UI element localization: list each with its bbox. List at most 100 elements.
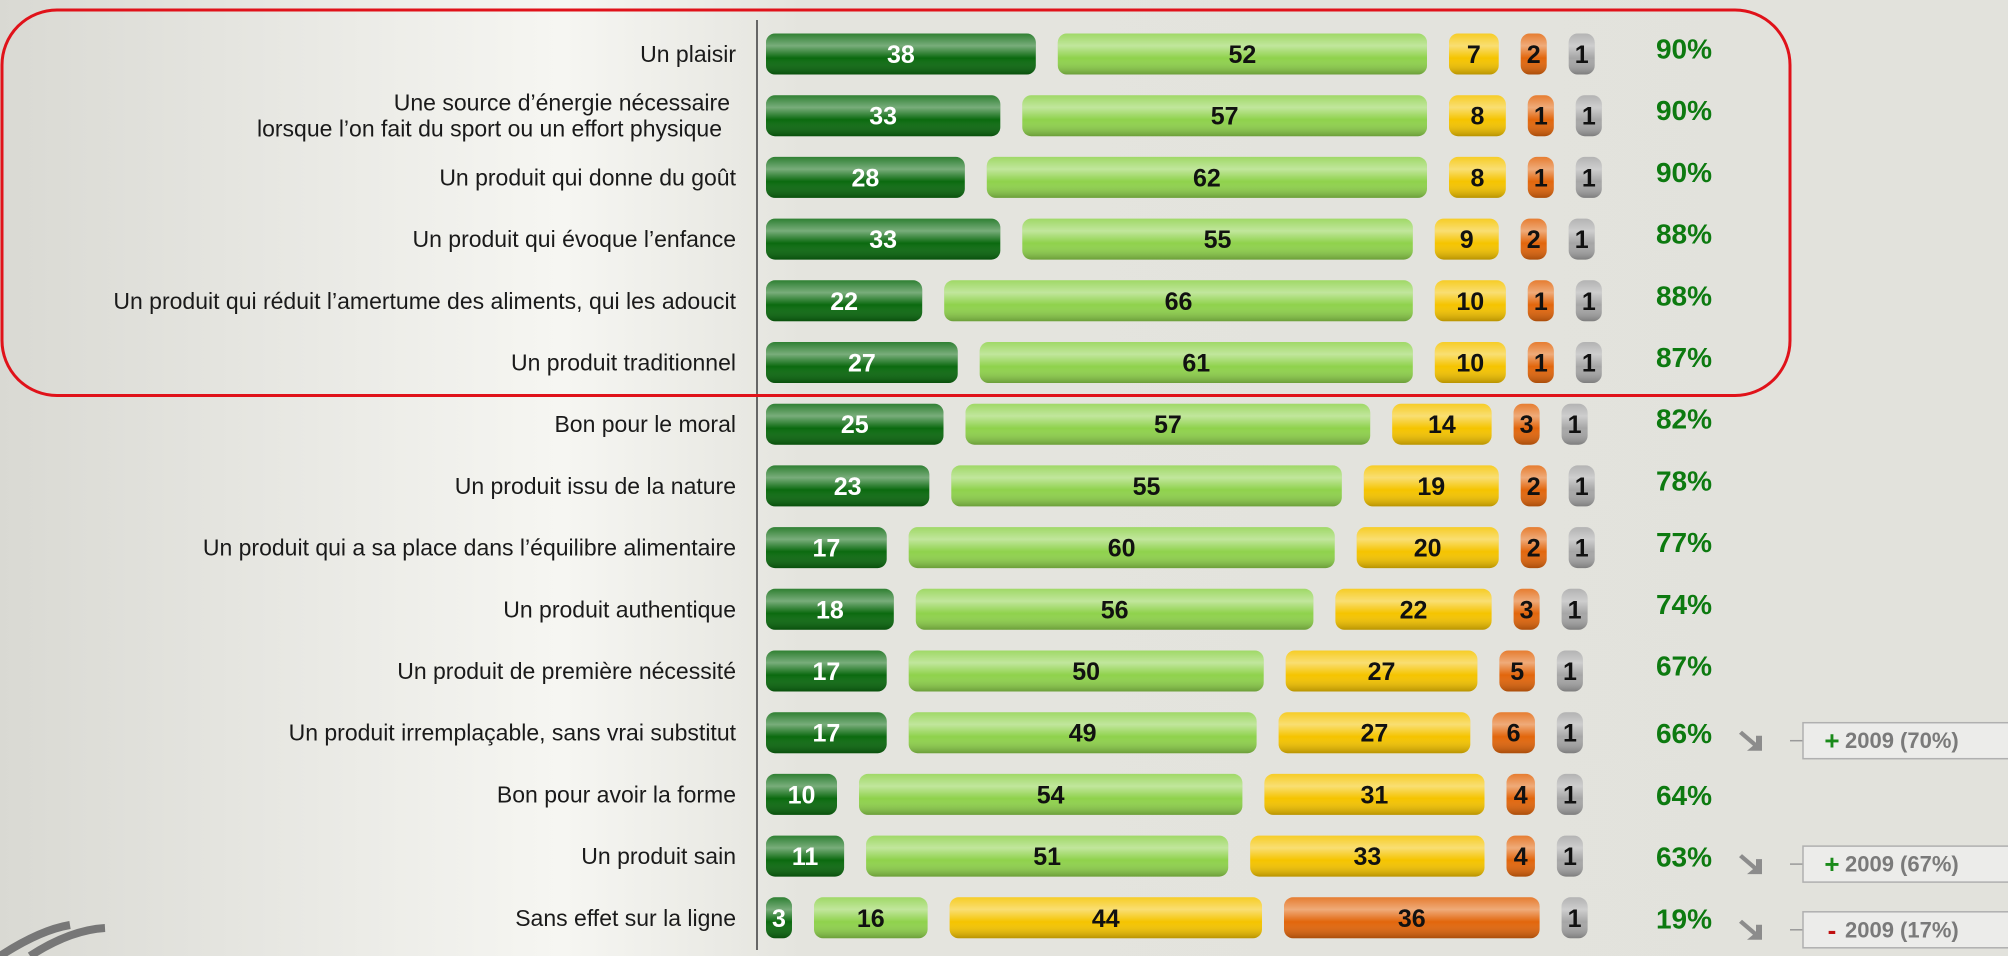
bar-shine [1434, 218, 1499, 260]
bar-value-label: 28 [851, 164, 879, 192]
comparison-box [1802, 721, 2008, 760]
category-label: Un produit sain [581, 843, 736, 869]
bar-shine [1568, 33, 1595, 75]
bar-value-label: 1 [1582, 288, 1596, 316]
bar-shine [766, 342, 958, 383]
bar-shine [1556, 650, 1583, 692]
bar-shine [766, 712, 887, 754]
category-label: lorsque l’on fait du sport ou un effort … [257, 116, 722, 142]
bar-value-label: 5 [1510, 658, 1524, 686]
bar-shine [766, 156, 965, 198]
bar-value-label: 31 [1361, 781, 1389, 809]
bar-value-label: 4 [1514, 843, 1528, 871]
bar-shine [1363, 465, 1499, 507]
bar-shine [1499, 650, 1535, 692]
bar-value-label: 10 [1456, 350, 1484, 378]
bar-shine [1527, 156, 1554, 198]
comparison-text: 2009 (67%) [1845, 852, 1959, 877]
bar-value-label: 62 [1193, 164, 1221, 192]
bar-value-label: 60 [1108, 535, 1136, 563]
bar-value-label: 27 [1368, 658, 1396, 686]
bar-value-label: 54 [1037, 781, 1065, 809]
total-label: 63% [1656, 842, 1712, 873]
bar-shine [1520, 218, 1547, 260]
bar-shine [766, 897, 792, 939]
bar-shine [1568, 527, 1595, 569]
bar-value-label: 25 [841, 411, 869, 439]
bar-shine [1527, 342, 1554, 383]
bar-shine [866, 835, 1229, 877]
comparison-text: 2009 (17%) [1845, 917, 1959, 942]
bar-shine [908, 712, 1257, 754]
bar-value-label: 8 [1470, 103, 1484, 131]
bar-shine [1568, 465, 1595, 507]
bar-shine [1506, 835, 1535, 877]
bar-shine [766, 33, 1036, 75]
category-label: Un produit qui réduit l’amertume des ali… [113, 288, 736, 314]
comparison-box [1802, 845, 2008, 883]
bar-value-label: 18 [816, 596, 844, 624]
bar-shine [1022, 218, 1413, 260]
bar-shine [1520, 465, 1547, 507]
bar-value-label: 66 [1165, 288, 1193, 316]
bar-value-label: 4 [1514, 781, 1528, 809]
bar-shine [1492, 712, 1535, 754]
category-label: Un plaisir [640, 41, 736, 67]
bar-value-label: 19 [1417, 473, 1445, 501]
bar-shine [1575, 156, 1602, 198]
bar-value-label: 33 [869, 226, 897, 254]
bar-value-label: 38 [887, 41, 915, 69]
bar-shine [766, 280, 923, 322]
bar-value-label: 9 [1460, 226, 1474, 254]
bar-shine [1575, 280, 1602, 322]
bar-shine [766, 650, 887, 692]
category-label: Un produit qui évoque l’enfance [412, 226, 736, 252]
bar-shine [908, 527, 1335, 569]
bar-value-label: 17 [812, 658, 840, 686]
bar-value-label: 1 [1582, 103, 1596, 131]
bar-value-label: 1 [1568, 411, 1582, 439]
bar-value-label: 1 [1582, 350, 1596, 378]
bar-value-label: 23 [834, 473, 862, 501]
bar-shine [766, 218, 1001, 260]
trend-arrow [1739, 854, 1762, 875]
comparison-sign: - [1828, 915, 1837, 945]
comparison-sign: + [1824, 726, 1839, 756]
bar-value-label: 1 [1534, 103, 1548, 131]
bar-shine [766, 835, 845, 877]
bar-value-label: 44 [1092, 905, 1120, 933]
category-label: Un produit irremplaçable, sans vrai subs… [289, 720, 737, 746]
bar-value-label: 2 [1527, 473, 1541, 501]
bar-value-label: 27 [848, 350, 876, 378]
bar-shine [1356, 527, 1499, 569]
bar-value-label: 1 [1582, 164, 1596, 192]
bar-value-label: 10 [788, 781, 816, 809]
bar-shine [951, 465, 1342, 507]
bar-value-label: 7 [1467, 41, 1481, 69]
bar-shine [949, 897, 1262, 939]
bar-value-label: 8 [1470, 164, 1484, 192]
bar-value-label: 1 [1534, 164, 1548, 192]
bar-shine [1449, 156, 1506, 198]
bar-value-label: 57 [1154, 411, 1182, 439]
bar-shine [915, 588, 1314, 630]
bar-shine [1568, 218, 1595, 260]
trend-arrow [1739, 730, 1762, 751]
bar-shine [1527, 280, 1554, 322]
bar-value-label: 57 [1211, 103, 1239, 131]
bar-shine [859, 773, 1243, 815]
category-label: Sans effet sur la ligne [515, 905, 736, 931]
bar-value-label: 2 [1527, 41, 1541, 69]
bar-value-label: 1 [1575, 226, 1589, 254]
bar-shine [1575, 342, 1602, 383]
category-label: Un produit qui donne du goût [439, 164, 736, 190]
bar-value-label: 33 [1353, 843, 1381, 871]
bar-shine [1556, 835, 1583, 877]
bar-value-label: 55 [1204, 226, 1232, 254]
logo-decoration [0, 921, 106, 956]
bar-shine [944, 280, 1413, 322]
bar-value-label: 20 [1414, 535, 1442, 563]
bar-shine [1434, 280, 1506, 322]
total-label: 77% [1656, 527, 1712, 558]
bar-shine [1506, 773, 1535, 815]
